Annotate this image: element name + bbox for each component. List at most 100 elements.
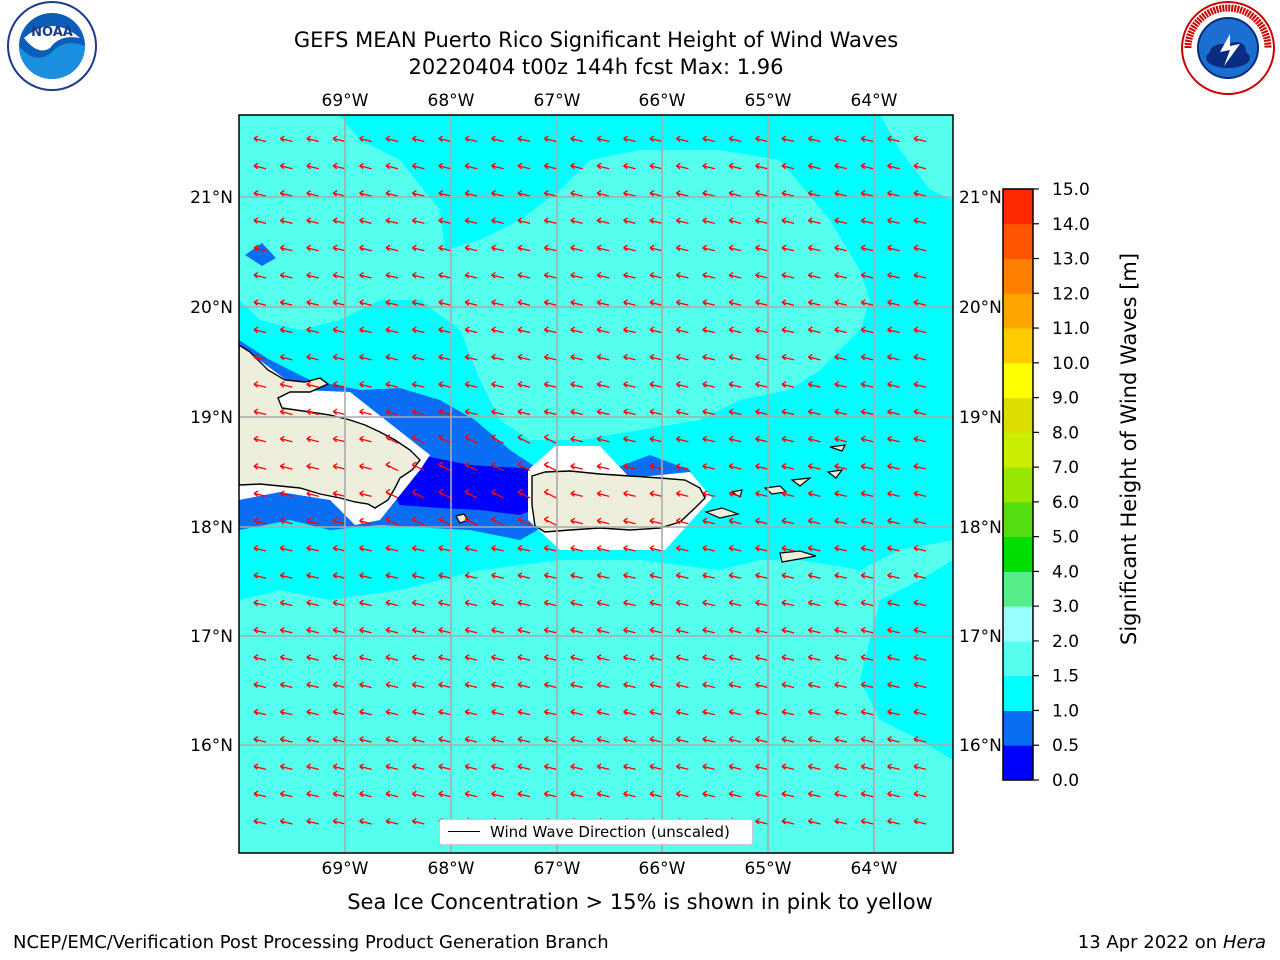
wave-direction-arrow bbox=[702, 435, 715, 443]
wave-direction-arrow bbox=[253, 408, 267, 416]
wave-direction-arrow bbox=[359, 544, 372, 552]
wave-direction-arrow bbox=[596, 162, 610, 170]
wave-direction-arrow bbox=[306, 763, 319, 771]
wave-direction-arrow bbox=[834, 162, 847, 170]
wave-direction-arrow bbox=[675, 463, 689, 470]
wave-direction-arrow bbox=[781, 135, 795, 143]
wave-direction-arrow bbox=[438, 572, 451, 579]
lat-label-right: 19°N bbox=[959, 408, 1002, 428]
lat-label-right: 17°N bbox=[959, 627, 1002, 647]
wave-direction-arrow bbox=[279, 490, 293, 498]
wave-direction-arrow bbox=[623, 299, 636, 306]
wave-direction-arrow bbox=[834, 490, 847, 498]
wave-direction-arrow bbox=[332, 381, 346, 388]
wave-direction-arrow bbox=[755, 708, 768, 716]
wave-direction-arrow bbox=[675, 244, 689, 252]
wave-region-ne bbox=[880, 115, 953, 200]
wave-direction-arrow bbox=[623, 790, 636, 798]
wave-direction-arrow bbox=[675, 271, 689, 279]
wave-direction-arrow bbox=[728, 736, 742, 743]
wave-direction-arrow bbox=[702, 135, 715, 143]
wave-direction-arrow bbox=[464, 461, 478, 472]
wave-direction-arrow bbox=[517, 135, 531, 143]
wave-direction-arrow bbox=[411, 162, 425, 170]
wave-direction-arrow bbox=[649, 763, 663, 771]
wave-direction-arrow bbox=[570, 654, 583, 661]
lon-labels-top: 69°W 68°W 67°W 66°W 65°W 64°W bbox=[322, 91, 898, 111]
wave-direction-arrow bbox=[702, 326, 715, 334]
wave-direction-arrow bbox=[755, 736, 768, 743]
wave-direction-arrow bbox=[332, 408, 346, 416]
wave-direction-arrow bbox=[623, 162, 636, 170]
wave-direction-arrow bbox=[438, 217, 451, 225]
wave-direction-arrow bbox=[728, 217, 742, 225]
wave-direction-arrow bbox=[306, 626, 319, 634]
wave-direction-arrow bbox=[543, 599, 557, 607]
wave-direction-arrow bbox=[359, 708, 372, 716]
wave-direction-arrow bbox=[675, 135, 689, 143]
wave-direction-arrow bbox=[781, 490, 795, 498]
wave-direction-arrow bbox=[491, 271, 504, 279]
wave-direction-arrow bbox=[887, 408, 900, 416]
wave-direction-arrow bbox=[279, 244, 293, 252]
wave-direction-arrow bbox=[464, 681, 478, 689]
wave-direction-arrow bbox=[755, 654, 768, 661]
wave-direction-arrow bbox=[887, 190, 900, 197]
lat-label-left: 20°N bbox=[190, 298, 233, 318]
wave-direction-arrow bbox=[359, 299, 372, 306]
wave-direction-arrow bbox=[728, 135, 742, 143]
wave-direction-arrow bbox=[253, 463, 267, 470]
wave-direction-arrow bbox=[570, 790, 583, 798]
wave-direction-arrow bbox=[728, 162, 742, 170]
wave-direction-arrow bbox=[359, 135, 372, 143]
wave-direction-arrow bbox=[332, 217, 346, 225]
wave-direction-arrow bbox=[755, 626, 768, 634]
wave-direction-arrow bbox=[359, 681, 372, 689]
wave-direction-arrow bbox=[359, 817, 372, 825]
wave-direction-arrow bbox=[675, 654, 689, 661]
wave-direction-arrow bbox=[385, 244, 399, 252]
wave-direction-arrow bbox=[728, 654, 742, 661]
wave-direction-arrow bbox=[279, 162, 293, 170]
colorbar-swatch bbox=[1003, 536, 1033, 572]
wave-direction-arrow bbox=[570, 135, 583, 143]
wave-direction-arrow bbox=[623, 599, 636, 607]
wave-direction-arrow bbox=[332, 271, 346, 279]
wave-direction-arrow bbox=[675, 217, 689, 225]
colorbar-swatch bbox=[1003, 501, 1033, 538]
lat-label-right: 16°N bbox=[959, 736, 1002, 756]
wave-direction-arrow bbox=[675, 162, 689, 170]
wave-direction-arrow bbox=[279, 736, 293, 743]
wave-direction-arrow bbox=[675, 299, 689, 306]
wave-direction-arrow bbox=[807, 190, 821, 197]
wave-direction-arrow bbox=[623, 217, 636, 225]
wave-direction-arrow bbox=[491, 190, 504, 197]
wave-direction-arrow bbox=[834, 353, 847, 361]
wave-direction-arrow bbox=[834, 381, 847, 388]
wave-direction-arrow bbox=[834, 408, 847, 416]
footer-host: Hera bbox=[1222, 932, 1266, 953]
wave-direction-arrow bbox=[491, 654, 504, 661]
wave-direction-arrow bbox=[359, 736, 372, 743]
wave-direction-arrow bbox=[913, 381, 927, 388]
wave-direction-arrow bbox=[385, 434, 399, 444]
wave-direction-arrow bbox=[649, 708, 663, 716]
colorbar-swatch bbox=[1003, 606, 1033, 642]
wave-direction-arrow bbox=[887, 817, 900, 825]
wave-direction-arrow bbox=[702, 708, 715, 716]
wave-direction-arrow bbox=[279, 271, 293, 279]
wave-direction-arrow bbox=[913, 435, 927, 443]
wave-direction-arrow bbox=[411, 572, 425, 579]
wave-direction-arrow bbox=[517, 544, 531, 552]
wave-direction-arrow bbox=[913, 544, 927, 552]
wave-direction-arrow bbox=[543, 135, 557, 143]
wave-direction-arrow bbox=[834, 463, 847, 470]
wave-direction-arrow bbox=[491, 162, 504, 170]
wave-direction-arrow bbox=[860, 463, 874, 470]
wave-direction-arrow bbox=[438, 408, 451, 416]
wave-direction-arrow bbox=[596, 599, 610, 607]
lat-labels-left: 21°N 20°N 19°N 18°N 17°N 16°N bbox=[190, 188, 233, 756]
wave-direction-arrow bbox=[543, 353, 557, 361]
wave-direction-arrow bbox=[728, 626, 742, 634]
wave-direction-arrow bbox=[543, 244, 557, 252]
